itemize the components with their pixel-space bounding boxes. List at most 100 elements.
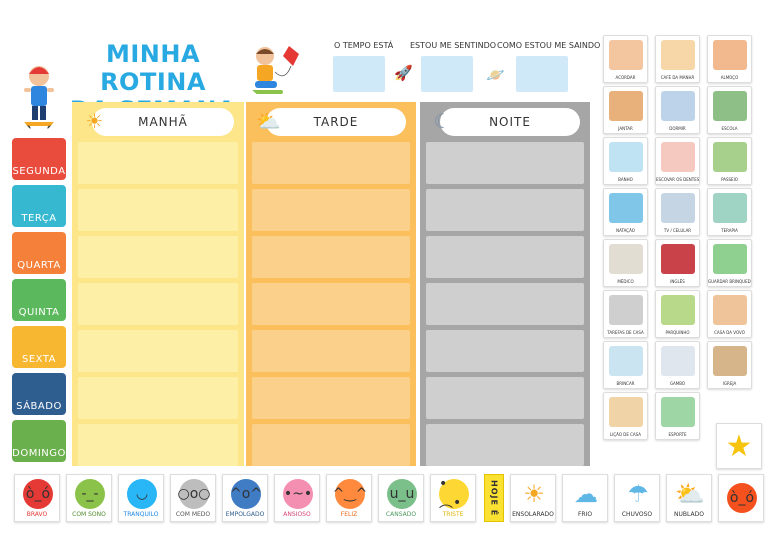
activity-card[interactable]: ALMOÇO: [707, 35, 752, 83]
activity-label: ESCOVAR OS DENTES: [656, 177, 699, 182]
weather-slot[interactable]: [333, 56, 385, 92]
activity-card[interactable]: ESCOVAR OS DENTES: [655, 137, 700, 185]
feeling-slot[interactable]: [421, 56, 473, 92]
schedule-cell[interactable]: [426, 189, 584, 231]
emotion-card[interactable]: ^‿^ FELIZ: [326, 474, 372, 522]
schedule-cell[interactable]: [78, 189, 238, 231]
period-column: ☾ NOITE: [420, 102, 590, 466]
schedule-cell[interactable]: [252, 330, 410, 372]
period-header: ⛅ TARDE: [256, 108, 406, 136]
weather-card[interactable]: ⛅ NUBLADO: [666, 474, 712, 522]
activity-card[interactable]: TERAPIA: [707, 188, 752, 236]
activity-label: PASSEIO: [721, 177, 738, 182]
schedule-cell[interactable]: [78, 236, 238, 278]
weather-card[interactable]: ☂ CHUVOSO: [614, 474, 660, 522]
schedule-cell[interactable]: [426, 424, 584, 466]
activity-label: ALMOÇO: [720, 75, 739, 80]
planet-icon: 🪐: [486, 66, 505, 84]
day-label: DOMINGO: [12, 420, 66, 462]
weather-card[interactable]: ☁ FRIO: [562, 474, 608, 522]
activity-card[interactable]: LIÇÃO DE CASA: [603, 392, 648, 440]
star-icon: ★: [725, 428, 753, 464]
emotion-card[interactable]: u_u CANSADO: [378, 474, 424, 522]
activity-card[interactable]: ESCOLA: [707, 86, 752, 134]
activity-card[interactable]: IGREJA: [707, 341, 752, 389]
schedule-cell[interactable]: [426, 236, 584, 278]
schedule-cell[interactable]: [252, 189, 410, 231]
activity-illustration-icon: [609, 346, 643, 376]
emotion-face-icon: ◡: [127, 479, 157, 509]
activity-label: NATAÇÃO: [616, 228, 635, 233]
schedule-cell[interactable]: [426, 330, 584, 372]
schedule-cell[interactable]: [426, 142, 584, 184]
schedule-cell[interactable]: [78, 377, 238, 419]
activity-card[interactable]: TAREFAS DE CASA: [603, 290, 648, 338]
activity-card[interactable]: GAMBO: [655, 341, 700, 389]
schedule-cell[interactable]: [78, 424, 238, 466]
emotion-card[interactable]: ò_ó BRAVO: [14, 474, 60, 522]
schedule-cell[interactable]: [426, 377, 584, 419]
schedule-cell[interactable]: [426, 283, 584, 325]
emotion-card[interactable]: -_- COM SONO: [66, 474, 112, 522]
period-column: ☀ MANHÃ: [72, 102, 244, 466]
activity-illustration-icon: [713, 193, 747, 223]
activity-card[interactable]: PARQUINHO: [655, 290, 700, 338]
activity-label: GUARDAR BRINQUEDOS: [708, 279, 751, 284]
activity-label: TAREFAS DE CASA: [607, 330, 644, 335]
emotion-card[interactable]: ◡ TRANQUILO: [118, 474, 164, 522]
schedule-cell[interactable]: [78, 330, 238, 372]
schedule-cell[interactable]: [78, 283, 238, 325]
activity-card[interactable]: BANHO: [603, 137, 648, 185]
schedule-cell[interactable]: [78, 142, 238, 184]
activity-card[interactable]: PASSEIO: [707, 137, 752, 185]
schedule-cell[interactable]: [252, 283, 410, 325]
schedule-cell[interactable]: [252, 236, 410, 278]
activity-card[interactable]: GUARDAR BRINQUEDOS: [707, 239, 752, 287]
emotion-face-icon: ò_ó: [23, 479, 53, 509]
hoje-label-card: HOJE É: [484, 474, 504, 522]
activity-card[interactable]: JANTAR: [603, 86, 648, 134]
activity-label: IGREJA: [722, 381, 737, 386]
day-label: SÁBADO: [12, 373, 66, 415]
activity-illustration-icon: [609, 142, 643, 172]
leaving-slot[interactable]: [516, 56, 568, 92]
activity-card[interactable]: CASA DA VOVÓ: [707, 290, 752, 338]
activity-card[interactable]: MÉDICO: [603, 239, 648, 287]
activity-label: DORMIR: [669, 126, 686, 131]
emotion-label: FELIZ: [340, 511, 358, 518]
emotion-card[interactable]: •~• ANSIOSO: [274, 474, 320, 522]
weather-label: NUBLADO: [674, 511, 704, 518]
extra-emotion-card[interactable]: ò_ó: [718, 474, 764, 522]
activity-illustration-icon: [661, 295, 695, 325]
kite-kid-icon: [249, 46, 299, 94]
emotion-label: TRANQUILO: [123, 511, 159, 518]
schedule-cell[interactable]: [252, 424, 410, 466]
emotion-face-icon: ^‿^: [333, 479, 367, 509]
activity-illustration-icon: [713, 295, 747, 325]
activity-card[interactable]: BRINCAR: [603, 341, 648, 389]
schedule-cell[interactable]: [252, 377, 410, 419]
schedule-cell[interactable]: [252, 142, 410, 184]
moon-icon: ☾: [433, 109, 453, 133]
activity-illustration-icon: [661, 40, 695, 70]
activity-card[interactable]: INGLÊS: [655, 239, 700, 287]
period-header: ☾ NOITE: [434, 108, 580, 136]
rocket-icon: 🚀: [394, 64, 413, 82]
weather-card[interactable]: ☀ ENSOLARADO: [510, 474, 556, 522]
activity-card[interactable]: TV / CELULAR: [655, 188, 700, 236]
weather-label: O TEMPO ESTÁ: [334, 41, 394, 50]
activity-label: MÉDICO: [617, 279, 634, 284]
activity-card[interactable]: NATAÇÃO: [603, 188, 648, 236]
star-card[interactable]: ★: [716, 423, 762, 469]
activity-label: ESCOLA: [721, 126, 738, 131]
activity-label: TV / CELULAR: [663, 228, 692, 233]
activity-card[interactable]: ACORDAR: [603, 35, 648, 83]
activity-card[interactable]: ESPORTE: [655, 392, 700, 440]
activity-illustration-icon: [661, 193, 695, 223]
emotion-label: CANSADO: [385, 511, 417, 518]
activity-card[interactable]: CAFÉ DA MANHÃ: [655, 35, 700, 83]
emotion-card[interactable]: ○o○ COM MEDO: [170, 474, 216, 522]
activity-card[interactable]: DORMIR: [655, 86, 700, 134]
emotion-card[interactable]: ^o^ EMPOLGADO: [222, 474, 268, 522]
emotion-card[interactable]: •︵• TRISTE: [430, 474, 476, 522]
